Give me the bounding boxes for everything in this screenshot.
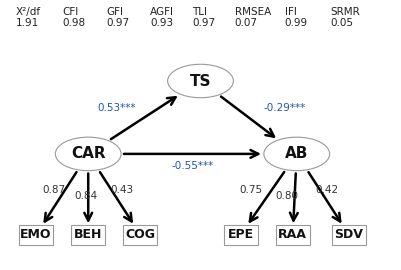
Text: SDV: SDV (334, 228, 363, 241)
Text: 0.75: 0.75 (239, 185, 262, 195)
Text: GFI: GFI (106, 7, 123, 17)
Text: 0.98: 0.98 (62, 18, 85, 28)
Text: 0.43: 0.43 (111, 185, 134, 195)
FancyBboxPatch shape (124, 225, 157, 245)
Text: -0.29***: -0.29*** (263, 103, 306, 113)
Text: IFI: IFI (285, 7, 297, 17)
Text: 0.05: 0.05 (331, 18, 354, 28)
FancyBboxPatch shape (332, 225, 366, 245)
Ellipse shape (55, 137, 121, 171)
Text: TS: TS (190, 73, 211, 89)
Text: 0.42: 0.42 (315, 185, 338, 195)
Text: EMO: EMO (20, 228, 52, 241)
Text: 1.91: 1.91 (16, 18, 39, 28)
Ellipse shape (168, 64, 233, 98)
Text: 0.84: 0.84 (75, 191, 98, 201)
Text: X²/df: X²/df (16, 7, 41, 17)
Text: 0.87: 0.87 (43, 185, 66, 195)
Text: 0.97: 0.97 (106, 18, 130, 28)
FancyBboxPatch shape (19, 225, 53, 245)
Text: 0.07: 0.07 (235, 18, 257, 28)
Text: 0.99: 0.99 (285, 18, 308, 28)
Text: -0.55***: -0.55*** (171, 161, 214, 171)
Text: 0.93: 0.93 (150, 18, 174, 28)
Text: CFI: CFI (62, 7, 79, 17)
Text: 0.80: 0.80 (275, 191, 298, 201)
FancyBboxPatch shape (276, 225, 310, 245)
Text: COG: COG (126, 228, 155, 241)
Text: TLI: TLI (192, 7, 207, 17)
Text: RMSEA: RMSEA (235, 7, 271, 17)
Text: EPE: EPE (227, 228, 254, 241)
FancyBboxPatch shape (224, 225, 257, 245)
Text: AGFI: AGFI (150, 7, 174, 17)
Text: 0.97: 0.97 (192, 18, 216, 28)
Text: 0.53***: 0.53*** (97, 103, 136, 113)
Text: AB: AB (285, 146, 308, 161)
Text: CAR: CAR (71, 146, 105, 161)
Text: RAA: RAA (278, 228, 307, 241)
Text: BEH: BEH (74, 228, 102, 241)
Ellipse shape (264, 137, 330, 171)
FancyBboxPatch shape (71, 225, 105, 245)
Text: SRMR: SRMR (331, 7, 360, 17)
